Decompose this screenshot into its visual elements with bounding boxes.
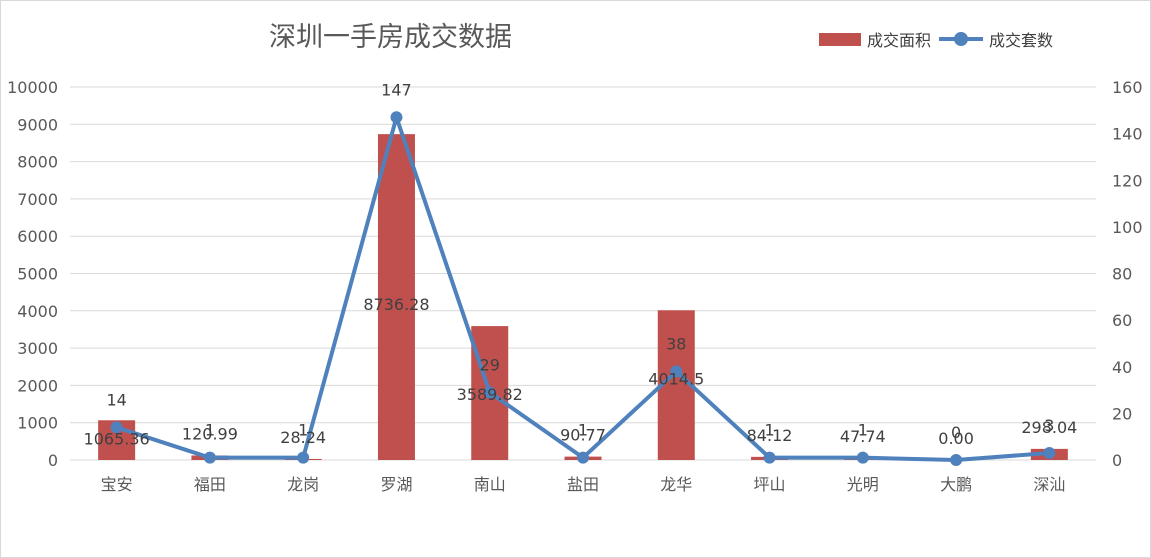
bar — [377, 134, 415, 460]
bar-data-label: 90.77 — [560, 426, 606, 445]
y-left-tick-label: 10000 — [7, 78, 58, 97]
x-tick-label: 宝安 — [101, 475, 133, 494]
chart-legend: 成交面积 成交套数 — [819, 27, 1057, 51]
line-point — [483, 386, 496, 399]
x-tick-label: 坪山 — [754, 475, 786, 494]
x-tick-label: 福田 — [194, 475, 226, 494]
x-tick-label: 大鹏 — [940, 475, 972, 494]
y-right-tick-label: 60 — [1112, 311, 1132, 330]
y-right-tick-label: 80 — [1112, 265, 1132, 284]
line-data-label: 29 — [480, 355, 500, 374]
bar-data-label: 1065.36 — [84, 429, 150, 448]
bar-data-label: 120.99 — [182, 424, 238, 443]
legend-label-area: 成交面积 — [867, 31, 932, 50]
bar-data-label: 8736.28 — [363, 295, 429, 314]
x-tick-label: 深汕 — [1033, 475, 1065, 494]
line-point — [577, 451, 589, 464]
line-data-label: 1 — [298, 421, 308, 440]
y-right-tick-label: 120 — [1112, 171, 1143, 190]
legend-line-swatch — [939, 32, 984, 46]
y-left-tick-label: 4000 — [17, 302, 58, 321]
line-data-label: 1 — [764, 421, 774, 440]
bar-data-label: 3589.82 — [457, 385, 523, 404]
bar-data-label: 84.12 — [747, 426, 793, 445]
x-tick-label: 龙岗 — [287, 475, 319, 494]
x-tick-label: 光明 — [847, 475, 879, 494]
line-series — [116, 115, 1050, 462]
y-left-tick-label: 3000 — [17, 339, 58, 358]
y-left-tick-label: 9000 — [17, 115, 58, 134]
line-data-label: 14 — [106, 390, 126, 409]
x-tick-label: 龙华 — [660, 475, 692, 494]
line-data-label: 1 — [578, 421, 588, 440]
x-tick-label: 盐田 — [567, 475, 599, 494]
y-right-tick-label: 160 — [1112, 78, 1143, 97]
bar-data-label: 47.74 — [840, 427, 886, 446]
line-point — [110, 421, 123, 434]
bar-data-label: 28.24 — [280, 428, 326, 447]
line-point — [856, 451, 869, 464]
line-point — [203, 451, 216, 464]
chart-title: 深圳一手房成交数据 — [269, 22, 512, 53]
line-point — [670, 365, 683, 378]
y-left-tick-label: 6000 — [17, 227, 58, 246]
y-right-tick-label: 0 — [1112, 451, 1122, 470]
line-data-label: 147 — [381, 80, 412, 99]
line-point — [763, 451, 776, 464]
y-left-tick-label: 1000 — [17, 414, 58, 433]
bar-data-label: 298.04 — [1021, 418, 1077, 437]
y-left-tick-label: 2000 — [17, 376, 58, 395]
line-point — [1043, 447, 1056, 460]
bar-data-label: 4014.5 — [648, 369, 704, 388]
y-left-tick-label: 7000 — [17, 190, 58, 209]
y-right-tick-label: 100 — [1112, 218, 1143, 237]
y-left-tick-label: 5000 — [17, 265, 58, 284]
y-right-tick-label: 140 — [1112, 125, 1143, 144]
line-data-label: 3 — [1044, 416, 1054, 435]
bar-data-label: 0.00 — [938, 429, 974, 448]
line-data-label: 0 — [951, 423, 961, 442]
line-point — [390, 111, 403, 124]
line-data-label: 1 — [858, 421, 868, 440]
line-data-label: 1 — [205, 421, 215, 440]
legend-bar-swatch — [819, 32, 861, 46]
y-right-tick-label: 20 — [1112, 404, 1132, 423]
x-tick-label: 南山 — [474, 475, 506, 494]
y-right-tick-label: 40 — [1112, 358, 1132, 377]
legend-label-count: 成交套数 — [989, 31, 1054, 50]
y-left-tick-label: 8000 — [17, 153, 58, 172]
line-point — [950, 454, 963, 466]
y-left-tick-label: 0 — [48, 451, 58, 470]
line-data-label: 38 — [666, 334, 686, 353]
x-tick-label: 罗湖 — [380, 475, 412, 494]
line-point — [297, 451, 310, 464]
